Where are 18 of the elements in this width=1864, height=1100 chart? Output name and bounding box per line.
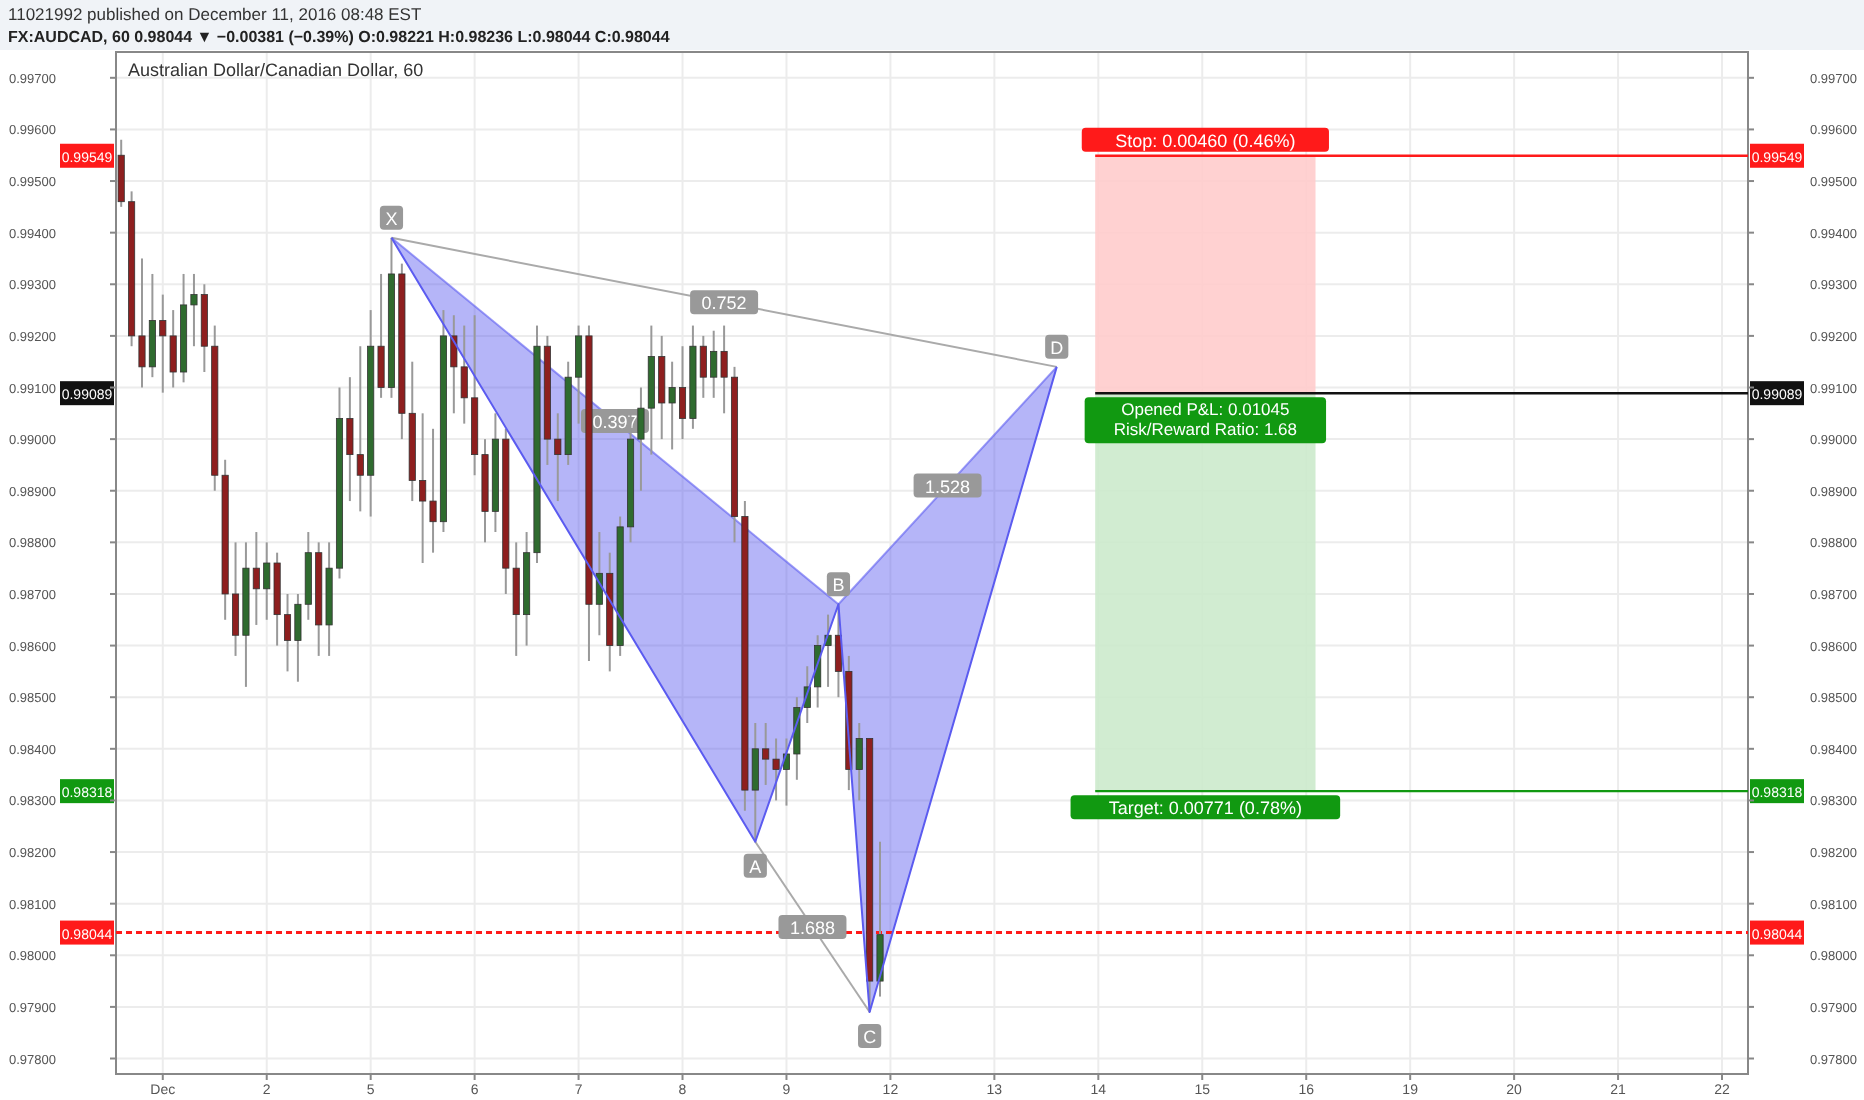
annotation: X bbox=[385, 208, 398, 229]
chart-subtitle: FX:AUDCAD, 60 0.98044 ▼ −0.00381 (−0.39%) O:0.98221 H:0.98236 L:0.98044 C:0.98044 bbox=[8, 28, 671, 46]
annotation: A bbox=[749, 856, 762, 877]
annotation: D bbox=[1050, 337, 1065, 358]
annotation: B bbox=[832, 575, 845, 596]
annotation: Opened P&L: 0.01045 Risk/Reward Ratio: 1.68 bbox=[1113, 399, 1298, 440]
annotation: 0.397 bbox=[592, 412, 638, 433]
annotation: Australian Dollar/Canadian Dollar, 60 bbox=[128, 60, 424, 80]
annotation: 0.752 bbox=[701, 293, 747, 314]
price-tag: Target: 0.00771 (0.78%) bbox=[1070, 795, 1341, 820]
band-label: Target: 0.00771 (0.78%) bbox=[1108, 798, 1302, 819]
chart-title: 11021992 published on December 11, 2016 08:48 EST bbox=[8, 4, 422, 24]
price-tag: Stop: 0.00460 (0.46%) bbox=[1081, 127, 1329, 152]
annotation: 1.688 bbox=[789, 917, 835, 938]
annotation: 1.528 bbox=[925, 476, 971, 497]
band-label: Stop: 0.00460 (0.46%) bbox=[1115, 130, 1296, 151]
annotation: C bbox=[863, 1027, 878, 1048]
position-info-tag: Opened P&L: 0.01045 Risk/Reward Ratio: 1.68 bbox=[1084, 397, 1327, 444]
